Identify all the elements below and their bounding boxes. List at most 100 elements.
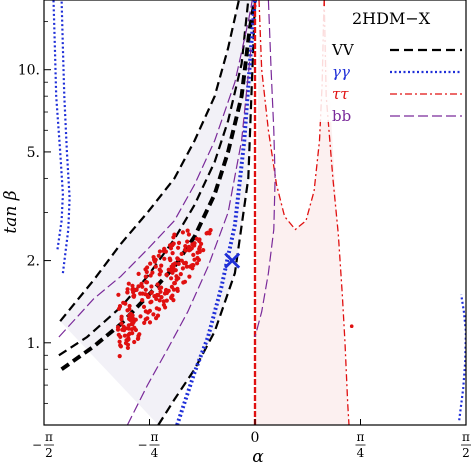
scan-point	[153, 257, 158, 262]
scan-point	[175, 257, 181, 262]
scan-point	[149, 290, 154, 295]
scan-point	[148, 273, 153, 278]
scan-point	[171, 298, 176, 303]
scan-point	[171, 241, 176, 246]
scan-point	[130, 322, 135, 327]
x-tick-denominator: 2	[462, 446, 470, 460]
scan-point	[192, 257, 197, 262]
legend: 2HDM−X VV γγ ττ bb	[318, 6, 464, 125]
scan-point	[119, 317, 124, 322]
scan-point	[158, 269, 163, 274]
scan-point	[167, 256, 172, 261]
scan-point	[132, 339, 137, 345]
scan-point	[127, 313, 132, 318]
scan-point	[172, 281, 177, 286]
scan-point	[184, 264, 189, 269]
scan-point	[136, 336, 141, 341]
scan-point	[169, 276, 174, 281]
x-tick-denominator: 4	[151, 446, 159, 460]
scan-point	[183, 260, 188, 265]
scan-point	[196, 257, 201, 262]
x-tick-numerator: π	[462, 430, 470, 444]
x-tick-denominator: 4	[357, 446, 365, 460]
scan-point	[164, 288, 169, 293]
scan-point	[119, 321, 124, 326]
scan-point	[131, 294, 136, 299]
scan-point	[159, 295, 164, 300]
scan-point	[149, 299, 154, 304]
scan-point	[144, 280, 150, 285]
scan-point	[163, 249, 168, 254]
scan-point	[201, 248, 206, 253]
scan-point	[145, 310, 151, 315]
scan-point	[157, 307, 162, 312]
scan-point	[139, 281, 144, 286]
scatter-layer	[115, 228, 354, 359]
scan-point	[171, 287, 176, 292]
x-tick-numerator: π	[45, 430, 53, 444]
scan-point	[126, 326, 131, 331]
legend-title: 2HDM−X	[352, 9, 431, 28]
legend-background	[318, 6, 464, 122]
scan-point	[349, 324, 354, 329]
scan-point	[189, 263, 194, 268]
scan-point	[169, 264, 174, 269]
x-axis-title: α	[252, 447, 264, 467]
scan-point	[176, 261, 181, 266]
scan-point	[140, 298, 145, 303]
curve-layer	[52, 0, 466, 425]
x-tick-sign: −	[32, 438, 42, 452]
y-tick-label: 5.	[27, 145, 40, 161]
scan-point	[155, 313, 161, 318]
scan-point	[125, 345, 130, 350]
scan-point	[172, 268, 177, 273]
scan-point	[115, 327, 121, 332]
scan-point	[189, 246, 194, 251]
scan-point	[182, 247, 188, 252]
scan-point	[122, 333, 127, 338]
scan-point	[185, 228, 190, 233]
scan-point	[195, 261, 200, 266]
region-vv-band	[60, 0, 256, 425]
scan-point	[140, 291, 145, 296]
scan-point	[162, 256, 167, 261]
scan-point	[148, 261, 153, 266]
curve-VV-inner-1	[58, 0, 250, 357]
scan-point	[145, 294, 151, 299]
scan-point	[149, 284, 154, 289]
scan-point	[204, 231, 209, 236]
scan-point	[183, 244, 188, 249]
scan-point	[141, 304, 147, 309]
scan-point	[176, 240, 182, 245]
scan-point	[151, 312, 156, 317]
scan-point	[157, 249, 162, 254]
curve--left-edge-5	[60, 0, 71, 274]
legend-label: ττ	[332, 85, 349, 103]
scan-point	[156, 253, 161, 258]
scan-point	[178, 272, 183, 277]
scan-point	[125, 308, 130, 313]
curve--hump-9	[258, 0, 325, 231]
scan-point	[121, 300, 126, 305]
x-tick-label: 0	[251, 430, 260, 446]
scan-point	[117, 339, 122, 344]
scan-point	[154, 296, 159, 301]
x-tick-numerator: π	[357, 430, 365, 444]
scan-point	[161, 299, 166, 304]
curve--right-edge-7	[458, 294, 466, 421]
x-tick-sign: −	[137, 438, 147, 452]
scan-point	[117, 354, 122, 359]
scan-point	[127, 303, 132, 309]
scan-point	[180, 230, 185, 235]
legend-label: γγ	[332, 63, 350, 81]
scan-point	[125, 287, 130, 292]
scan-point	[179, 251, 184, 256]
scan-point	[126, 281, 131, 286]
scan-point	[132, 287, 137, 292]
scan-point	[143, 274, 148, 279]
scan-point	[158, 289, 163, 294]
scan-point	[123, 341, 129, 346]
scan-point	[125, 290, 130, 295]
x-tick-denominator: 2	[45, 446, 53, 460]
